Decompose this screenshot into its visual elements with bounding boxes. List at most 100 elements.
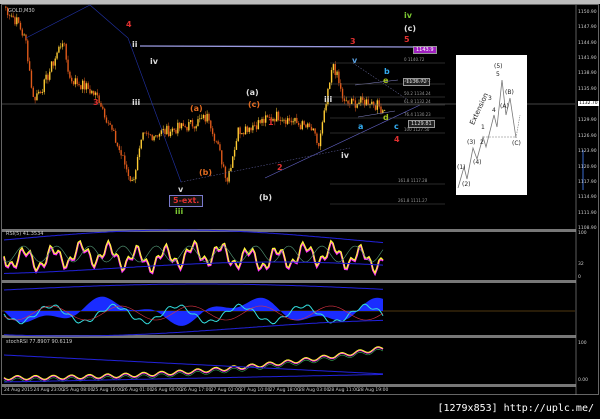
candle	[8, 15, 11, 16]
inset-label: 5	[496, 71, 500, 78]
rsi-axis-0: 0	[578, 275, 581, 280]
panel-divider	[2, 280, 576, 283]
candle	[72, 81, 75, 85]
candle	[235, 141, 238, 150]
macd-line	[3, 303, 384, 325]
inset-label: (5)	[494, 63, 503, 70]
stoch-label: stochRSI 77.8907 90.6119	[6, 339, 73, 345]
candle	[32, 87, 34, 97]
candle	[365, 99, 368, 106]
wave-label-w_c_orange: (c)	[248, 100, 261, 109]
title-bar	[0, 0, 600, 4]
candle	[345, 100, 347, 102]
wave-label-w_2red: 2	[277, 163, 283, 172]
candle	[319, 133, 322, 147]
price-axis-tick: 1108.90	[578, 226, 597, 231]
inset-label: (A)	[500, 103, 509, 110]
candle	[292, 121, 294, 123]
candle	[49, 71, 51, 80]
candle	[343, 98, 346, 102]
candle	[177, 122, 179, 134]
candle	[157, 135, 159, 137]
candle	[78, 84, 80, 86]
candle	[80, 85, 82, 90]
macd-upper-band	[3, 283, 384, 291]
candle	[314, 128, 316, 134]
candle	[114, 130, 117, 143]
rsi-axis-32: 32	[578, 262, 584, 267]
candle	[347, 100, 349, 104]
candle	[213, 134, 216, 141]
candle	[52, 61, 55, 66]
candle	[255, 125, 258, 130]
candle	[257, 120, 260, 130]
price-axis-tick: 1120.90	[578, 165, 597, 170]
candle	[107, 122, 110, 124]
candle	[252, 125, 254, 131]
time-axis-label: 26 Aug 09:00	[151, 388, 182, 393]
wave-label-w_v1: v	[178, 185, 184, 194]
candle	[182, 123, 185, 126]
candle	[330, 70, 333, 83]
stoch-signal-line	[3, 348, 384, 383]
candle	[244, 126, 247, 135]
rsi-lower-band	[3, 261, 384, 274]
triangle-line	[352, 62, 409, 101]
price-axis-tick: 1141.90	[578, 56, 597, 61]
wave-label-w_d: d	[383, 113, 389, 122]
price-axis-tick: 1135.90	[578, 87, 597, 92]
image-host-footer: [1279x853] http://uplc.me/	[437, 403, 594, 414]
candle	[290, 120, 293, 123]
candle	[340, 83, 342, 89]
fib-label: 50.2 1134.24	[404, 91, 431, 96]
candle	[356, 103, 358, 108]
candle	[38, 91, 40, 94]
candle	[83, 80, 86, 90]
wave-label-w_e: e	[383, 76, 389, 85]
candle	[144, 132, 146, 134]
macd-lower-band	[3, 319, 383, 337]
candle	[310, 126, 313, 131]
price-chart[interactable]	[0, 0, 600, 400]
fib-label: 261.8 1111.27	[398, 198, 428, 203]
rsi-label: RSI(5) 41.3534	[6, 231, 44, 237]
wave-label-w_iv1: iv	[150, 57, 158, 66]
time-axis-label: 25 Aug 08:00	[63, 388, 94, 393]
candle	[349, 103, 351, 105]
candle	[351, 98, 353, 104]
price-axis-tick: 1147.90	[578, 25, 597, 30]
candle	[363, 100, 366, 106]
candle	[178, 122, 181, 129]
candle	[248, 127, 250, 132]
candle	[120, 150, 122, 156]
candle	[12, 15, 14, 18]
price-axis-tick: 1111.90	[578, 211, 597, 216]
trend-line	[264, 104, 421, 179]
wave-label-w_iv_green: iv	[404, 11, 412, 20]
candle	[60, 46, 62, 48]
candle	[54, 58, 56, 66]
symbol-label: GOLD,M30	[8, 8, 35, 14]
candle	[91, 90, 93, 94]
time-axis-label: 27 Aug 18:00	[269, 388, 300, 393]
candle	[149, 134, 152, 135]
candle	[261, 118, 263, 123]
panel-divider	[2, 335, 576, 338]
candle	[109, 123, 111, 125]
candle	[191, 120, 194, 127]
candle	[358, 102, 360, 104]
candle	[39, 91, 42, 93]
candle	[56, 52, 58, 59]
candle	[189, 120, 192, 123]
candle	[341, 88, 344, 99]
rsi-upper-band	[3, 229, 384, 244]
candle	[67, 59, 69, 72]
candle	[184, 125, 186, 127]
candle	[21, 29, 23, 36]
candle	[25, 34, 27, 41]
wave-label-w3a: 3	[93, 98, 99, 107]
candle	[61, 43, 64, 47]
price-tag-upper: 1136.72	[403, 78, 430, 86]
time-axis-label: 26 Aug 01:00	[122, 388, 153, 393]
candle	[206, 113, 208, 122]
